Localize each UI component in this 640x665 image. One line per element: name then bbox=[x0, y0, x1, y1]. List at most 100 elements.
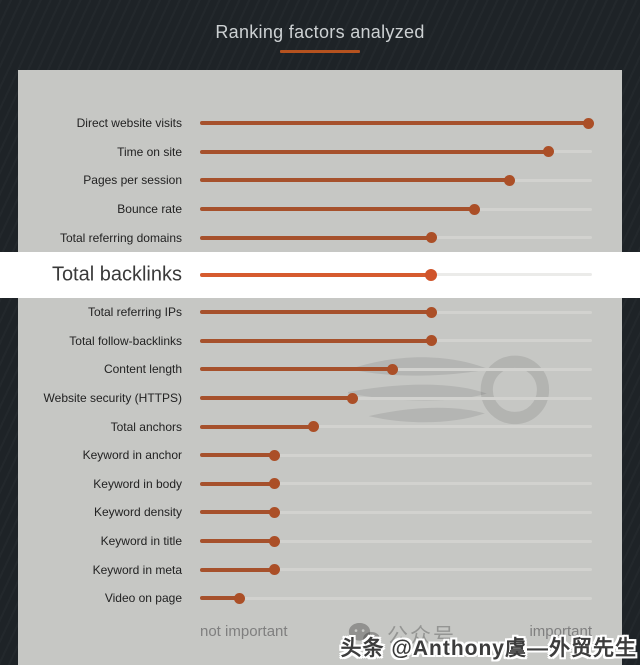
factor-label: Content length bbox=[103, 362, 182, 377]
factor-row: Keyword density bbox=[18, 498, 622, 527]
page-title: Ranking factors analyzed bbox=[215, 22, 425, 42]
slider-track bbox=[200, 453, 592, 457]
slider-fill bbox=[200, 207, 475, 212]
factor-row: Total backlinks bbox=[0, 251, 640, 298]
slider-dot bbox=[268, 478, 280, 490]
slider-fill bbox=[200, 481, 275, 486]
slider-dot bbox=[425, 268, 438, 281]
factor-label: Direct website visits bbox=[76, 116, 182, 131]
slider-fill bbox=[200, 235, 432, 240]
slider-track bbox=[200, 568, 592, 572]
factor-slider bbox=[200, 412, 592, 441]
slider-dot bbox=[268, 506, 280, 518]
factor-slider bbox=[200, 527, 592, 556]
factor-label: Keyword in body bbox=[93, 476, 182, 491]
chart-header: Ranking factors analyzed bbox=[0, 0, 640, 70]
factor-label: Keyword in anchor bbox=[82, 448, 182, 463]
slider-fill bbox=[200, 539, 275, 544]
factor-slider bbox=[200, 223, 592, 252]
slider-dot bbox=[386, 363, 398, 375]
factor-row: Total referring domains bbox=[18, 223, 622, 252]
factor-rows: Direct website visits Time on site Pages… bbox=[0, 70, 640, 613]
factor-label: Bounce rate bbox=[117, 202, 182, 217]
slider-fill bbox=[200, 567, 275, 572]
factor-row: Keyword in meta bbox=[18, 555, 622, 584]
slider-track bbox=[200, 482, 592, 486]
slider-dot bbox=[268, 449, 280, 461]
factor-label: Total backlinks bbox=[51, 263, 182, 286]
slider-fill bbox=[200, 338, 432, 343]
factor-slider bbox=[200, 355, 592, 384]
factor-label: Website security (HTTPS) bbox=[43, 391, 182, 406]
factor-row: Total referring IPs bbox=[18, 298, 622, 327]
x-axis-labels: not important important bbox=[200, 623, 592, 640]
factor-label: Keyword density bbox=[93, 505, 182, 520]
factor-label: Pages per session bbox=[83, 173, 182, 188]
factor-slider bbox=[200, 252, 592, 298]
factor-slider bbox=[200, 298, 592, 327]
slider-fill bbox=[200, 453, 275, 458]
wechat-icon bbox=[348, 622, 380, 647]
factor-label: Total follow-backlinks bbox=[69, 333, 182, 348]
factor-row: Total anchors bbox=[18, 412, 622, 441]
slider-fill bbox=[200, 310, 432, 315]
factor-slider bbox=[200, 138, 592, 167]
factor-slider bbox=[200, 109, 594, 138]
slider-dot bbox=[582, 117, 594, 129]
wechat-watermark: 公众号 bbox=[348, 620, 456, 650]
factor-row: Website security (HTTPS) bbox=[18, 384, 622, 413]
slider-fill bbox=[200, 121, 589, 126]
slider-dot bbox=[268, 535, 280, 547]
slider-dot bbox=[233, 592, 245, 604]
factor-slider bbox=[200, 555, 592, 584]
slider-track bbox=[200, 425, 592, 429]
toutiao-watermark: 头条 @Anthony虞—外贸先生 bbox=[340, 637, 637, 660]
slider-dot bbox=[504, 174, 516, 186]
factor-slider bbox=[200, 166, 592, 195]
factor-slider bbox=[200, 195, 592, 224]
title-underline bbox=[280, 50, 360, 53]
factor-slider bbox=[200, 327, 592, 356]
factor-row: Time on site bbox=[18, 138, 622, 167]
slider-fill bbox=[200, 396, 353, 401]
factor-row: Pages per session bbox=[18, 166, 622, 195]
factor-row: Content length bbox=[18, 355, 622, 384]
factor-label: Video on page bbox=[104, 591, 182, 606]
factor-label: Keyword in meta bbox=[92, 562, 182, 577]
axis-label-not-important: not important bbox=[200, 623, 288, 640]
factor-row: Keyword in body bbox=[18, 470, 622, 499]
slider-dot bbox=[308, 421, 320, 433]
factor-label: Total anchors bbox=[110, 419, 182, 434]
slider-fill bbox=[200, 149, 549, 154]
factor-row: Video on page bbox=[18, 584, 622, 613]
factor-row: Keyword in title bbox=[18, 527, 622, 556]
slider-dot bbox=[425, 335, 437, 347]
factor-label: Total referring domains bbox=[59, 230, 182, 245]
slider-fill bbox=[200, 510, 275, 515]
wechat-watermark-text: 公众号 bbox=[387, 625, 456, 648]
chart-panel: Direct website visits Time on site Pages… bbox=[0, 70, 640, 665]
factor-label: Total referring IPs bbox=[87, 305, 182, 320]
slider-dot bbox=[468, 203, 480, 215]
factor-row: Bounce rate bbox=[18, 195, 622, 224]
factor-row: Direct website visits bbox=[18, 109, 622, 138]
factor-row: Keyword in anchor bbox=[18, 441, 622, 470]
factor-label: Time on site bbox=[117, 144, 182, 159]
slider-dot bbox=[543, 146, 555, 158]
factor-slider bbox=[200, 384, 592, 413]
factor-label: Keyword in title bbox=[100, 534, 182, 549]
factor-slider bbox=[200, 470, 592, 499]
factor-slider bbox=[200, 441, 592, 470]
slider-fill bbox=[200, 424, 314, 429]
slider-track bbox=[200, 510, 592, 514]
axis-label-important: important bbox=[529, 623, 592, 640]
slider-fill bbox=[200, 272, 432, 277]
slider-track bbox=[200, 596, 592, 600]
slider-dot bbox=[268, 564, 280, 576]
slider-fill bbox=[200, 596, 240, 601]
factor-slider bbox=[200, 498, 592, 527]
slider-dot bbox=[425, 306, 437, 318]
slider-track bbox=[200, 396, 592, 400]
slider-dot bbox=[425, 232, 437, 244]
